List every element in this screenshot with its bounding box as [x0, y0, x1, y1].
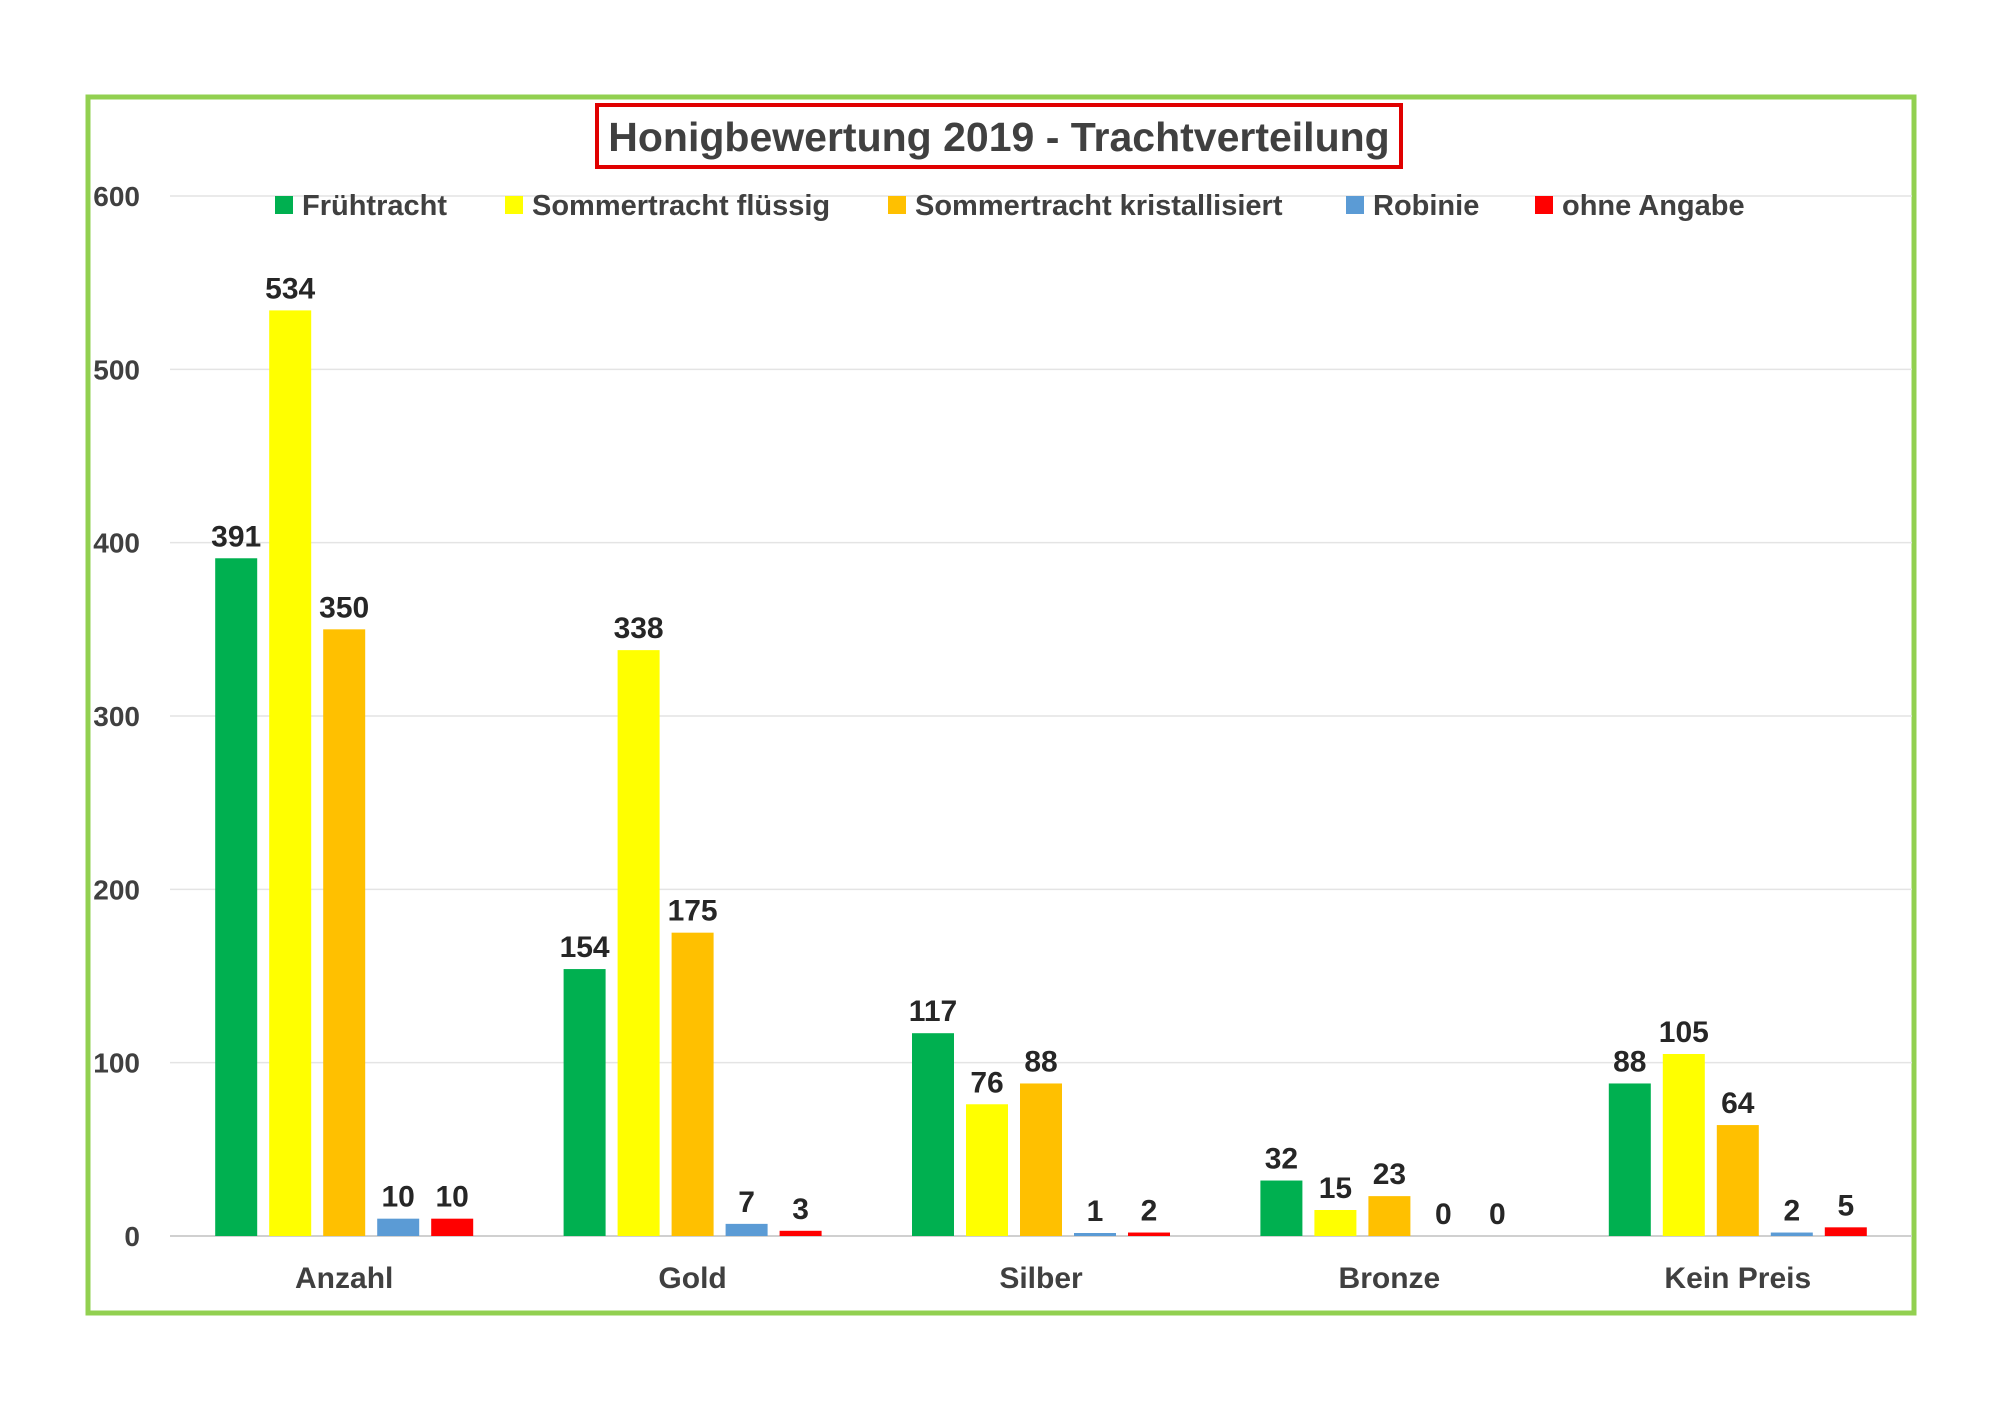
data-label: 534 — [265, 272, 315, 305]
bar — [269, 310, 312, 1236]
data-label: 88 — [1024, 1045, 1057, 1078]
x-category-label: Anzahl — [295, 1262, 393, 1295]
data-label: 10 — [382, 1181, 415, 1214]
data-label: 10 — [436, 1181, 469, 1214]
data-label: 3 — [792, 1193, 809, 1226]
data-label: 7 — [738, 1186, 755, 1219]
bar — [966, 1104, 1008, 1236]
data-label: 391 — [211, 520, 261, 553]
data-label: 32 — [1265, 1143, 1298, 1176]
x-category-label: Silber — [999, 1262, 1083, 1295]
legend-swatch — [888, 196, 906, 214]
y-tick-label: 500 — [93, 354, 140, 385]
bar — [1770, 1232, 1813, 1236]
bar — [563, 969, 606, 1236]
data-label: 23 — [1373, 1158, 1406, 1191]
legend-label: Frühtracht — [302, 190, 447, 222]
data-label: 88 — [1613, 1045, 1646, 1078]
y-tick-label: 400 — [93, 528, 140, 559]
legend-swatch — [1346, 196, 1364, 214]
y-tick-label: 100 — [93, 1048, 140, 1079]
legend-swatch — [275, 196, 293, 214]
data-label: 15 — [1319, 1172, 1352, 1205]
bar — [912, 1033, 954, 1236]
x-category-label: Bronze — [1339, 1262, 1441, 1295]
legend-label: Robinie — [1373, 190, 1479, 222]
bar — [1128, 1232, 1170, 1236]
data-label: 338 — [614, 612, 664, 645]
legend: Frühtracht Sommertracht flüssig Sommertrac… — [275, 190, 1745, 222]
legend-label: Sommertracht flüssig — [532, 190, 830, 222]
bar — [779, 1230, 822, 1236]
bars — [215, 310, 1867, 1236]
bar — [323, 629, 366, 1236]
y-axis-ticks: 0 100 200 300 400 500 600 — [93, 181, 140, 1252]
bar — [431, 1218, 474, 1236]
data-label: 5 — [1837, 1189, 1854, 1222]
bar — [1716, 1125, 1759, 1236]
bar — [1314, 1210, 1357, 1236]
bar — [377, 1218, 420, 1236]
bar — [725, 1223, 768, 1236]
data-labels: 391 534 350 10 10 154 338 175 7 3 117 76 88 1 2 32 15 23 0… — [211, 272, 1854, 1231]
bar — [1260, 1180, 1303, 1236]
bar — [215, 558, 258, 1236]
bar — [671, 932, 714, 1236]
data-label: 0 — [1489, 1198, 1506, 1231]
bar — [1368, 1196, 1411, 1236]
legend-swatch — [505, 196, 523, 214]
data-label: 154 — [560, 931, 610, 964]
data-label: 2 — [1783, 1195, 1800, 1228]
y-tick-label: 0 — [124, 1221, 140, 1252]
bar — [1662, 1054, 1705, 1236]
bar — [1608, 1083, 1651, 1236]
bar — [1074, 1233, 1116, 1236]
y-tick-label: 200 — [93, 874, 140, 905]
legend-label: ohne Angabe — [1562, 190, 1745, 222]
data-label: 350 — [319, 591, 369, 624]
chart-title: Honigbewertung 2019 - Trachtverteilung — [608, 114, 1389, 160]
data-label: 1 — [1087, 1195, 1104, 1228]
y-tick-label: 600 — [93, 181, 140, 212]
x-category-label: Gold — [658, 1262, 726, 1295]
bar — [1824, 1227, 1867, 1236]
data-label: 64 — [1721, 1087, 1755, 1120]
bar — [617, 650, 660, 1236]
data-label: 0 — [1435, 1198, 1452, 1231]
data-label: 76 — [970, 1066, 1003, 1099]
data-label: 117 — [909, 995, 957, 1028]
x-category-label: Kein Preis — [1664, 1262, 1811, 1295]
data-label: 2 — [1141, 1195, 1158, 1228]
legend-label: Sommertracht kristallisiert — [915, 190, 1283, 222]
x-axis-categories: Anzahl Gold Silber Bronze Kein Preis — [295, 1262, 1811, 1295]
legend-swatch — [1535, 196, 1553, 214]
chart-title-box — [595, 103, 1403, 169]
data-label: 105 — [1659, 1016, 1709, 1049]
data-label: 175 — [668, 895, 718, 928]
bar — [1020, 1083, 1062, 1236]
y-tick-label: 300 — [93, 701, 140, 732]
